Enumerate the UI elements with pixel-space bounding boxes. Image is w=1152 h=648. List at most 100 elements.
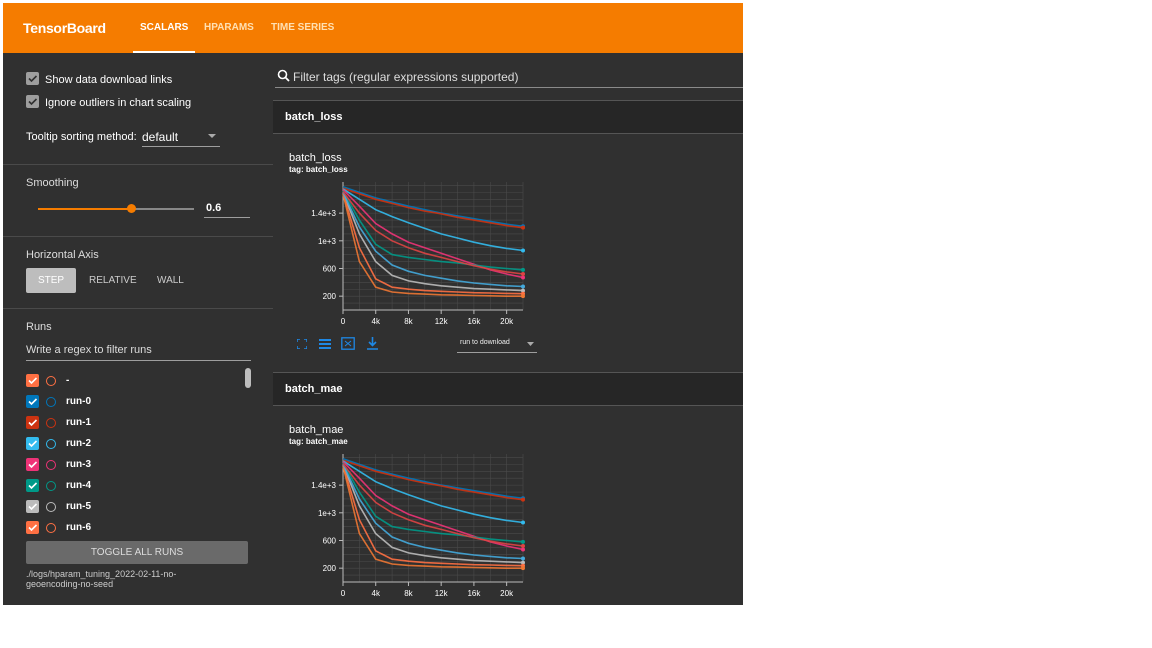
run-checkbox[interactable] <box>26 437 39 450</box>
axis-relative-button[interactable]: RELATIVE <box>89 275 137 286</box>
run-name: run-4 <box>66 480 91 491</box>
run-checkbox[interactable] <box>26 479 39 492</box>
x-tick-label: 12k <box>435 317 449 326</box>
series-line <box>342 192 524 292</box>
series-end-point <box>521 288 525 293</box>
x-tick-label: 4k <box>372 317 381 326</box>
run-color-icon[interactable] <box>46 502 56 512</box>
series-end-point <box>521 566 525 571</box>
axis-wall-button[interactable]: WALL <box>157 275 184 286</box>
y-tick-label: 200 <box>323 292 337 301</box>
run-color-icon[interactable] <box>46 418 56 428</box>
show-download-links-checkbox[interactable] <box>26 72 39 85</box>
check-icon <box>28 398 38 406</box>
run-color-icon[interactable] <box>46 376 56 386</box>
smoothing-slider-thumb[interactable] <box>127 204 137 213</box>
x-tick-label: 0 <box>341 589 346 598</box>
run-row[interactable]: run-3 <box>26 458 236 474</box>
run-to-download-select[interactable]: run to download <box>457 336 537 353</box>
smoothing-slider-track[interactable] <box>38 204 194 213</box>
run-color-icon[interactable] <box>46 397 56 407</box>
y-tick-label: 1.4e+3 <box>311 209 336 218</box>
run-row[interactable]: run-0 <box>26 395 236 411</box>
series-line <box>342 189 524 279</box>
toggle-all-runs-button[interactable]: TOGGLE ALL RUNS <box>26 541 248 564</box>
run-row[interactable]: run-4 <box>26 479 236 495</box>
series-line <box>342 187 524 229</box>
x-tick-label: 20k <box>500 317 514 326</box>
run-checkbox[interactable] <box>26 395 39 408</box>
run-name: run-5 <box>66 501 91 512</box>
smoothing-input[interactable]: 0.6 <box>204 199 250 218</box>
tooltip-sorting-value: default <box>142 130 179 144</box>
divider <box>3 164 279 165</box>
check-icon <box>28 419 38 427</box>
run-color-icon[interactable] <box>46 439 56 449</box>
x-tick-label: 20k <box>500 589 514 598</box>
tab-hparams[interactable]: HPARAMS <box>204 22 254 33</box>
run-color-icon[interactable] <box>46 460 56 470</box>
card-tag: tag: batch_loss <box>289 165 348 174</box>
run-name: - <box>66 375 70 386</box>
runs-filter-input[interactable]: Write a regex to filter runs <box>26 340 251 361</box>
tab-time-series[interactable]: TIME SERIES <box>271 22 335 33</box>
tab-scalars[interactable]: SCALARS <box>140 22 189 33</box>
y-tick-label: 1e+3 <box>318 509 337 518</box>
run-color-icon[interactable] <box>46 481 56 491</box>
runs-scrollbar[interactable] <box>245 368 251 388</box>
check-icon <box>28 75 38 83</box>
axis-step-button[interactable]: STEP <box>26 268 76 293</box>
fit-domain-icon[interactable] <box>341 337 355 350</box>
run-checkbox[interactable] <box>26 416 39 429</box>
section-header-batch-loss[interactable]: batch_loss <box>273 100 743 134</box>
run-row[interactable]: run-5 <box>26 500 236 516</box>
section-header-batch-mae[interactable]: batch_mae <box>273 372 743 406</box>
fullscreen-icon[interactable] <box>297 339 307 349</box>
ignore-outliers-label: Ignore outliers in chart scaling <box>45 97 192 109</box>
series-end-point <box>521 284 525 289</box>
run-checkbox[interactable] <box>26 374 39 387</box>
y-tick-label: 1e+3 <box>318 237 337 246</box>
series-line <box>342 188 524 252</box>
batch-loss-chart[interactable]: 0 4k 8k 12k 16k 20k 200 600 1e+3 1.4e+3 <box>287 178 547 334</box>
series-end-point <box>521 497 525 502</box>
series-end-point <box>521 267 525 272</box>
series-end-point <box>521 520 525 525</box>
series-line <box>342 465 523 569</box>
data-table-icon[interactable] <box>319 339 331 349</box>
logdir-path: ./logs/hparam_tuning_2022-02-11-no-geoen… <box>26 569 177 589</box>
run-row[interactable]: - <box>26 374 236 390</box>
series-line <box>342 464 524 564</box>
series-line <box>342 192 524 295</box>
series-line <box>342 459 524 501</box>
horizontal-axis-label: Horizontal Axis <box>26 249 99 261</box>
download-icon[interactable] <box>367 337 378 350</box>
tag-filter-input[interactable]: Filter tags (regular expressions support… <box>275 65 743 88</box>
runs-label: Runs <box>26 321 52 333</box>
tooltip-sorting-select[interactable]: default <box>142 127 220 147</box>
series-line <box>342 458 524 500</box>
card-title: batch_mae <box>289 424 344 436</box>
ignore-outliers-checkbox[interactable] <box>26 95 39 108</box>
batch-mae-chart[interactable]: 0 4k 8k 12k 16k 20k 200 600 1e+3 1.4e+3 <box>287 450 547 605</box>
run-row[interactable]: run-1 <box>26 416 236 432</box>
run-checkbox[interactable] <box>26 521 39 534</box>
run-row[interactable]: run-2 <box>26 437 236 453</box>
y-tick-label: 1.4e+3 <box>311 481 336 490</box>
y-tick-label: 600 <box>323 536 337 545</box>
run-color-icon[interactable] <box>46 523 56 533</box>
run-row[interactable]: run-6 <box>26 521 236 537</box>
run-checkbox[interactable] <box>26 500 39 513</box>
run-checkbox[interactable] <box>26 458 39 471</box>
card-title: batch_loss <box>289 152 342 164</box>
x-tick-label: 0 <box>341 317 346 326</box>
check-icon <box>28 98 38 106</box>
check-icon <box>28 377 38 385</box>
run-name: run-0 <box>66 396 91 407</box>
run-name: run-3 <box>66 459 91 470</box>
check-icon <box>28 440 38 448</box>
run-name: run-1 <box>66 417 91 428</box>
show-download-links-label: Show data download links <box>45 74 173 86</box>
y-tick-label: 200 <box>323 564 337 573</box>
chevron-down-icon <box>208 134 216 138</box>
